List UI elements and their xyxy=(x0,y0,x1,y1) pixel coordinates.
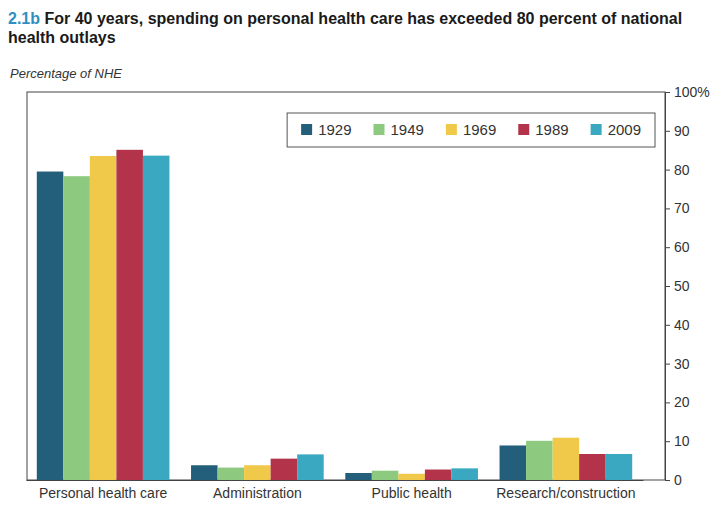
y-tick: 40 xyxy=(665,317,690,333)
x-tick: Public health xyxy=(372,485,452,501)
bar xyxy=(606,454,633,480)
bar xyxy=(500,445,527,480)
bar xyxy=(425,470,452,480)
x-axis: Personal health care Administration Public… xyxy=(27,481,644,501)
legend-swatch xyxy=(518,124,529,135)
legend-label: 1969 xyxy=(463,121,496,138)
bar xyxy=(37,172,64,480)
y-tick-label: 10 xyxy=(674,433,690,449)
y-tick-label: 60 xyxy=(674,239,690,255)
legend-item: 1969 xyxy=(446,121,496,138)
plot-frame xyxy=(27,92,665,480)
bar xyxy=(553,438,580,480)
bar xyxy=(271,459,298,480)
legend-label: 1949 xyxy=(391,121,424,138)
y-tick: 10 xyxy=(665,433,690,449)
y-axis-line xyxy=(666,93,671,481)
bar xyxy=(116,150,143,480)
y-tick-mark xyxy=(665,170,670,171)
bar xyxy=(63,176,90,480)
y-tick: 60 xyxy=(665,239,690,255)
y-tick-label: 0 xyxy=(674,472,682,488)
bar xyxy=(526,441,553,480)
y-tick-label: 90 xyxy=(674,123,690,139)
y-axis: 0 10 20 30 40 50 60 70 80 90 100% xyxy=(665,84,710,488)
x-tick: Research/construction xyxy=(496,485,635,501)
y-tick: 50 xyxy=(665,278,690,294)
y-tick-mark xyxy=(665,441,670,442)
x-tick: Personal health care xyxy=(39,485,168,501)
bar xyxy=(579,454,606,480)
bar xyxy=(345,473,372,480)
x-tick-label: Administration xyxy=(213,485,302,501)
y-tick-label: 40 xyxy=(674,317,690,333)
y-tick-label: 50 xyxy=(674,278,690,294)
legend-swatch xyxy=(374,124,385,135)
y-tick-mark xyxy=(665,480,670,481)
bar xyxy=(372,471,399,480)
y-tick: 80 xyxy=(665,162,690,178)
bars xyxy=(37,150,632,480)
y-tick-mark xyxy=(665,325,670,326)
y-tick-mark xyxy=(665,247,670,248)
y-tick: 90 xyxy=(665,123,690,139)
legend-box xyxy=(287,113,655,147)
x-axis-line xyxy=(27,480,644,481)
y-axis-label: Percentage of NHE xyxy=(10,66,122,81)
bar xyxy=(143,156,170,480)
title: 2.1b For 40 years, spending on personal … xyxy=(8,10,682,46)
x-tick: Administration xyxy=(213,485,302,501)
legend-label: 1989 xyxy=(535,121,568,138)
bar xyxy=(398,474,425,480)
bar xyxy=(218,468,245,480)
y-tick-mark xyxy=(665,131,670,132)
y-tick: 20 xyxy=(665,394,690,410)
y-tick-mark xyxy=(665,402,670,403)
bar xyxy=(90,156,117,480)
legend: 1929 1949 1969 1989 2009 xyxy=(287,113,655,147)
legend-swatch xyxy=(301,124,312,135)
y-tick-mark xyxy=(665,92,670,93)
y-tick: 30 xyxy=(665,356,690,372)
y-tick-mark xyxy=(665,208,670,209)
bar xyxy=(191,465,218,480)
legend-item: 1929 xyxy=(301,121,351,138)
y-tick-label: 100% xyxy=(674,84,710,100)
y-tick: 100% xyxy=(665,84,710,100)
legend-item: 1949 xyxy=(374,121,424,138)
y-tick-label: 70 xyxy=(674,200,690,216)
bar xyxy=(297,454,324,480)
legend-item: 2009 xyxy=(591,121,641,138)
bar xyxy=(451,468,478,480)
legend-label: 2009 xyxy=(608,121,641,138)
y-tick-mark xyxy=(665,286,670,287)
x-tick-label: Research/construction xyxy=(496,485,635,501)
y-tick-label: 30 xyxy=(674,356,690,372)
legend-swatch xyxy=(446,124,457,135)
x-tick-label: Public health xyxy=(372,485,452,501)
legend-swatch xyxy=(591,124,602,135)
legend-item: 1989 xyxy=(518,121,568,138)
x-tick-label: Personal health care xyxy=(39,485,168,501)
y-tick-label: 20 xyxy=(674,394,690,410)
y-tick-label: 80 xyxy=(674,162,690,178)
chart: 2.1b For 40 years, spending on personal … xyxy=(0,0,718,509)
y-tick: 0 xyxy=(665,472,682,488)
bar xyxy=(244,465,271,480)
y-tick-mark xyxy=(665,364,670,365)
legend-label: 1929 xyxy=(318,121,351,138)
y-tick: 70 xyxy=(665,200,690,216)
